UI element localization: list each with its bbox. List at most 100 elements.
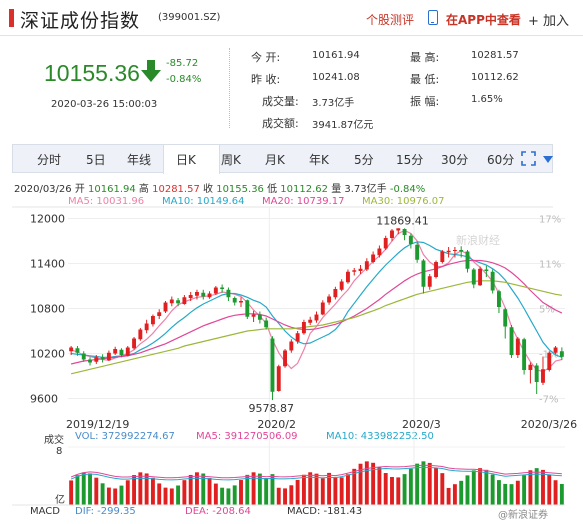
stat-high-value: 10281.57: [471, 50, 519, 61]
ma20-legend: MA20: 10739.17: [262, 196, 345, 207]
volume-bar: [440, 473, 445, 505]
macd-title: MACD: [30, 506, 60, 517]
candle-body: [182, 297, 187, 304]
candle-body: [503, 309, 508, 327]
tab-yearline[interactable]: 年线: [127, 153, 152, 167]
summary-close: 10155.36: [216, 184, 264, 195]
volume-bar: [452, 484, 457, 505]
candle-body: [69, 347, 74, 352]
tab-daily-k[interactable]: 日K: [176, 153, 196, 167]
tab-monthly-k[interactable]: 月K: [265, 153, 285, 167]
vol-ma5-line: [70, 464, 562, 479]
candle-body: [446, 250, 451, 253]
volume-bar: [459, 480, 464, 505]
candle-body: [169, 299, 174, 304]
volume-bar: [88, 473, 92, 505]
candle-body: [195, 292, 199, 296]
candle-body: [100, 357, 105, 360]
volume-bar: [541, 469, 545, 505]
candle-body: [559, 351, 564, 357]
candle-body: [421, 260, 426, 287]
volume-bar: [503, 483, 508, 505]
current-price: 10155.36: [44, 60, 140, 86]
candle-body: [144, 323, 149, 331]
volume-bar: [132, 475, 137, 505]
volume-bar: [176, 485, 181, 505]
volume-bar: [314, 473, 319, 505]
tab-yearly-k[interactable]: 年K: [309, 153, 329, 167]
tab-5min[interactable]: 5分: [354, 153, 374, 167]
candle-body: [264, 320, 269, 328]
vol-axis-unit: 亿: [55, 495, 65, 506]
candle-body: [440, 251, 445, 262]
volume-bar: [547, 474, 552, 505]
add-watchlist-button[interactable]: + 加入: [528, 14, 570, 29]
fullscreen-icon[interactable]: [521, 151, 536, 166]
candle-body: [314, 314, 319, 321]
volume-bar: [257, 473, 262, 505]
volume-bar: [264, 478, 269, 505]
vol-ma5-legend: MA5: 391270506.09: [196, 431, 298, 442]
weibo-watermark: @新浪证券: [498, 510, 548, 521]
vol-ma10-legend: MA10: 433982252.50: [326, 431, 434, 442]
volume-bar: [213, 483, 218, 505]
candle-body: [465, 251, 470, 269]
tab-weekly-k[interactable]: 周K: [221, 153, 241, 167]
candle-body: [358, 268, 363, 271]
volume-bar: [427, 462, 432, 505]
header: 深证成份指数 (399001.SZ) 个股测评 在APP中查看 + 加入: [0, 0, 583, 36]
candle-body: [528, 364, 533, 370]
candle-body: [81, 353, 86, 360]
tab-5day[interactable]: 5日: [86, 153, 106, 167]
summary-low-label: 低: [267, 184, 278, 195]
volume-bar: [144, 473, 149, 505]
y-tick-label: 11400: [30, 258, 65, 271]
volume-bar: [346, 474, 350, 505]
phone-icon: [428, 10, 438, 25]
volume-bar: [125, 480, 130, 505]
volume-bar: [138, 472, 143, 505]
volume-bar: [333, 476, 338, 505]
candle-body: [157, 312, 162, 316]
tab-60min[interactable]: 60分: [487, 153, 515, 167]
summary-high-label: 高: [138, 184, 149, 195]
candle-body: [283, 350, 287, 367]
price-change-pct: -0.84%: [166, 74, 202, 85]
summary-open-label: 开: [74, 184, 85, 195]
candle-body: [75, 348, 80, 353]
ma30-legend: MA30: 10976.07: [362, 196, 445, 207]
macd-value: MACD: -181.43: [287, 506, 363, 517]
pct-tick-label: 17%: [539, 215, 561, 226]
stat-low-label: 最 低:: [410, 73, 440, 86]
volume-bar: [490, 474, 495, 505]
candle-body: [339, 281, 344, 290]
stat-prevclose-value: 10241.08: [312, 72, 360, 83]
x-tick-label: 2020/3/26: [521, 418, 577, 431]
sina-watermark: 新浪财经: [456, 233, 500, 247]
open-in-app-link[interactable]: 在APP中查看: [446, 13, 521, 27]
candle-body: [402, 229, 407, 235]
tab-30min[interactable]: 30分: [441, 153, 469, 167]
summary-open: 10161.94: [88, 184, 136, 195]
volume-bar: [421, 461, 426, 505]
volume-bar: [69, 480, 74, 505]
candle-body: [496, 291, 501, 307]
candle-body: [132, 338, 137, 349]
candle-body: [408, 235, 413, 244]
tab-timeshare[interactable]: 分时: [37, 153, 62, 167]
y-tick-label: 10200: [30, 348, 65, 361]
volume-bar: [270, 474, 275, 505]
stat-volume-label: 成交量:: [262, 95, 299, 108]
volume-bar: [289, 485, 294, 505]
volume-bar: [396, 477, 401, 505]
stat-volume-value: 3.73亿手: [312, 98, 355, 109]
summary-vol: 3.73亿手: [344, 184, 387, 195]
tab-15min[interactable]: 15分: [396, 153, 424, 167]
candle-body: [509, 327, 514, 355]
chevron-down-icon[interactable]: [543, 156, 553, 164]
candle-body: [201, 292, 206, 297]
macd-dea: DEA: -208.64: [185, 506, 251, 517]
candle-body: [94, 357, 99, 362]
stock-test-link[interactable]: 个股测评: [366, 13, 415, 27]
